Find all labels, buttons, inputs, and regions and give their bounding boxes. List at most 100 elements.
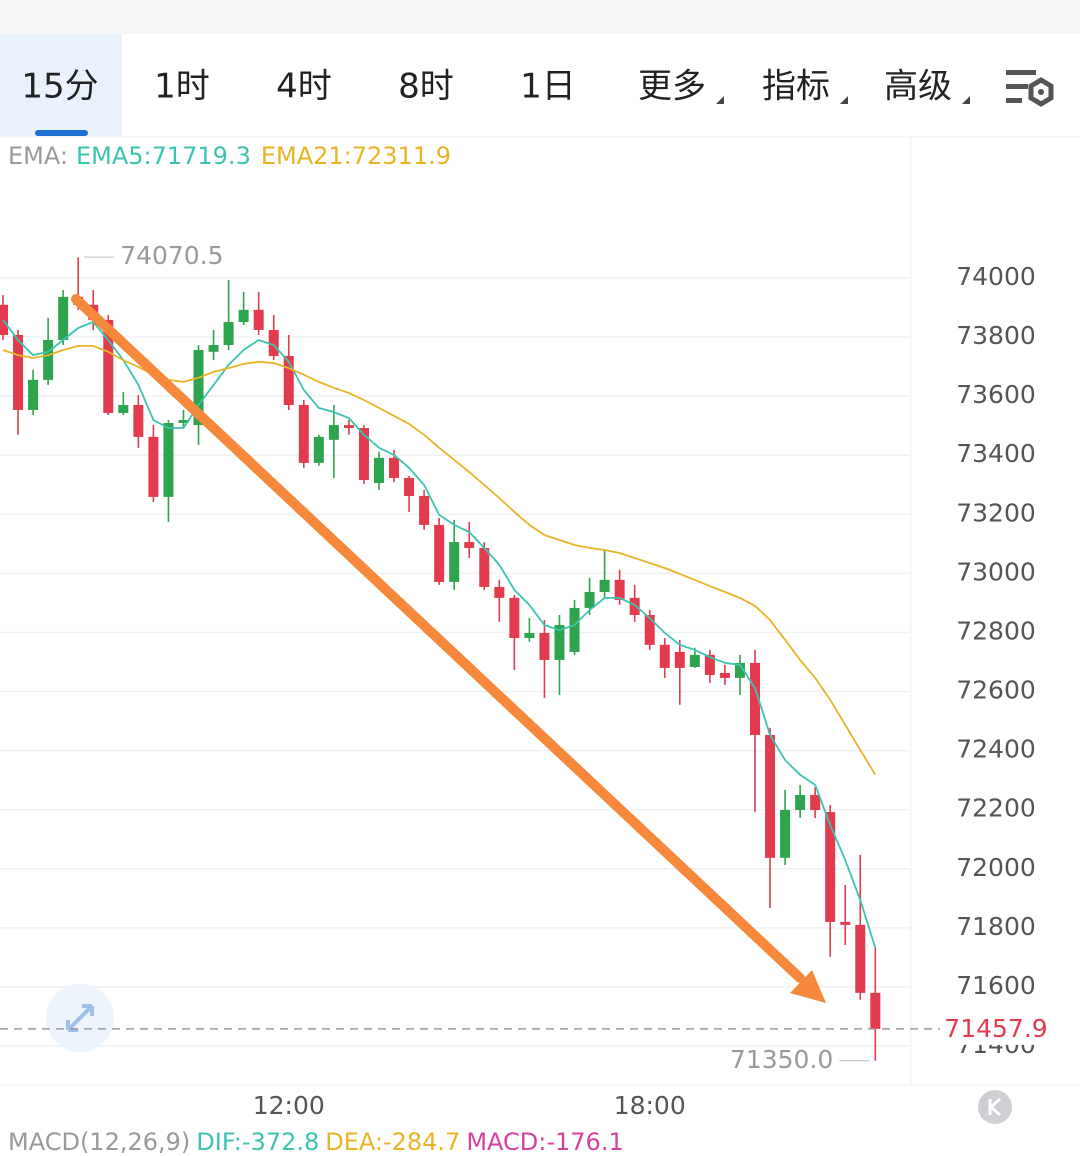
candle-body (404, 477, 415, 496)
macd-legend: MACD(12,26,9) DIF:-372.8 DEA:-284.7 MACD:-1… (8, 1128, 624, 1156)
k-icon (988, 1097, 1001, 1117)
y-tick-label: 72000 (956, 853, 1036, 882)
candle-body (43, 339, 54, 380)
candle-body (193, 350, 204, 426)
legend-label: EMA: (8, 142, 68, 170)
candle-body (163, 422, 174, 497)
candle-body (223, 321, 234, 346)
y-tick-label: 73400 (956, 439, 1036, 468)
tab[interactable]: 指标 (762, 67, 830, 107)
arrow-head (790, 970, 826, 1003)
candle-body (554, 625, 565, 660)
price-box (942, 1012, 1052, 1045)
macd-value: MACD:-176.1 (466, 1128, 623, 1156)
tab[interactable]: 1时 (154, 67, 210, 107)
candle-body (719, 672, 730, 678)
candle-body (343, 425, 354, 429)
candle-body (253, 309, 264, 330)
arrow-shaft (71, 294, 805, 983)
candle-body (599, 579, 610, 592)
candle-body (825, 812, 836, 922)
candle-body (328, 425, 339, 440)
y-tick-label: 73600 (956, 380, 1036, 409)
macd-dea: DEA:-284.7 (325, 1128, 460, 1156)
tab-selected-bg (0, 34, 122, 136)
overlay: 74070.5 71350.0 71457.9 (0, 241, 1052, 1074)
candle-body (313, 436, 324, 463)
candle-body (148, 436, 159, 497)
x-tick-label: 12:00 (253, 1091, 325, 1120)
candle-body (704, 654, 715, 675)
candle-body (494, 586, 505, 598)
dropdown-mark (962, 96, 970, 104)
tab[interactable]: 高级 (884, 67, 952, 107)
candle-body (298, 404, 309, 463)
expand-button[interactable] (46, 984, 114, 1052)
y-tick-label: 72600 (956, 676, 1036, 705)
candle-body (13, 334, 24, 410)
macd-dif: DIF:-372.8 (196, 1128, 319, 1156)
price-label: 71457.9 (944, 1014, 1047, 1043)
max-label: 74070.5 (120, 241, 223, 270)
candle-body (689, 654, 700, 668)
icon-bar (1006, 98, 1022, 103)
icon-dot (1038, 89, 1044, 95)
tab[interactable]: 1日 (520, 67, 576, 107)
tab[interactable]: 15分 (21, 67, 98, 107)
grid: 7140071600718007200072200724007260072800… (0, 262, 1036, 1120)
tab[interactable]: 4时 (276, 67, 332, 107)
candle-body (178, 420, 189, 423)
legend-ema21: EMA21:72311.9 (261, 142, 451, 170)
y-tick-label: 72800 (956, 616, 1036, 645)
y-tick-label: 73200 (956, 498, 1036, 527)
candle-body (795, 794, 806, 810)
macd-label: MACD(12,26,9) (8, 1128, 190, 1156)
candle-body (419, 495, 430, 525)
y-tick-label: 74000 (956, 262, 1036, 291)
icon-bar (1006, 70, 1036, 75)
icon-bar (1006, 84, 1028, 89)
k-button[interactable] (978, 1090, 1012, 1124)
y-tick-label: 71600 (956, 971, 1036, 1000)
dropdown-mark (840, 96, 848, 104)
candle-body (434, 524, 445, 582)
y-tick-label: 73800 (956, 321, 1036, 350)
candle-body (765, 734, 776, 858)
legend-ema5: EMA5:71719.3 (76, 142, 251, 170)
candle-body (283, 355, 294, 405)
candle-body (870, 992, 881, 1029)
candle-body (389, 457, 400, 478)
candle-body (840, 921, 851, 925)
candle-body (780, 809, 791, 858)
min-label: 71350.0 (730, 1045, 833, 1074)
candle-body (539, 633, 550, 660)
candle-body (449, 542, 460, 582)
status-strip (0, 0, 1080, 34)
plot (0, 257, 881, 1061)
icon-hex (1028, 77, 1054, 107)
candle-body (208, 345, 219, 352)
candle-body (569, 607, 580, 652)
tab-bar: 15分 1时 4时 8时 1日 更多 指标 高级 (21, 67, 970, 107)
candle-body (629, 597, 640, 616)
trend-arrow (71, 294, 826, 1003)
candle-body (358, 428, 369, 481)
k-bg (978, 1090, 1012, 1124)
tab[interactable]: 8时 (398, 67, 454, 107)
candle-body (644, 615, 655, 645)
candle-body (374, 457, 384, 483)
y-tick-label: 73000 (956, 557, 1036, 586)
candle-body (28, 379, 39, 410)
candle-body (133, 404, 144, 437)
candle-body (58, 296, 69, 340)
tab-underline (35, 130, 88, 136)
candle-body (584, 591, 595, 608)
expand-icon (66, 1004, 94, 1032)
tab[interactable]: 更多 (638, 67, 706, 107)
candle-body (855, 924, 866, 993)
settings-icon[interactable] (1006, 70, 1054, 107)
ema-legend: EMA: EMA5:71719.3 EMA21:72311.9 (8, 142, 451, 170)
